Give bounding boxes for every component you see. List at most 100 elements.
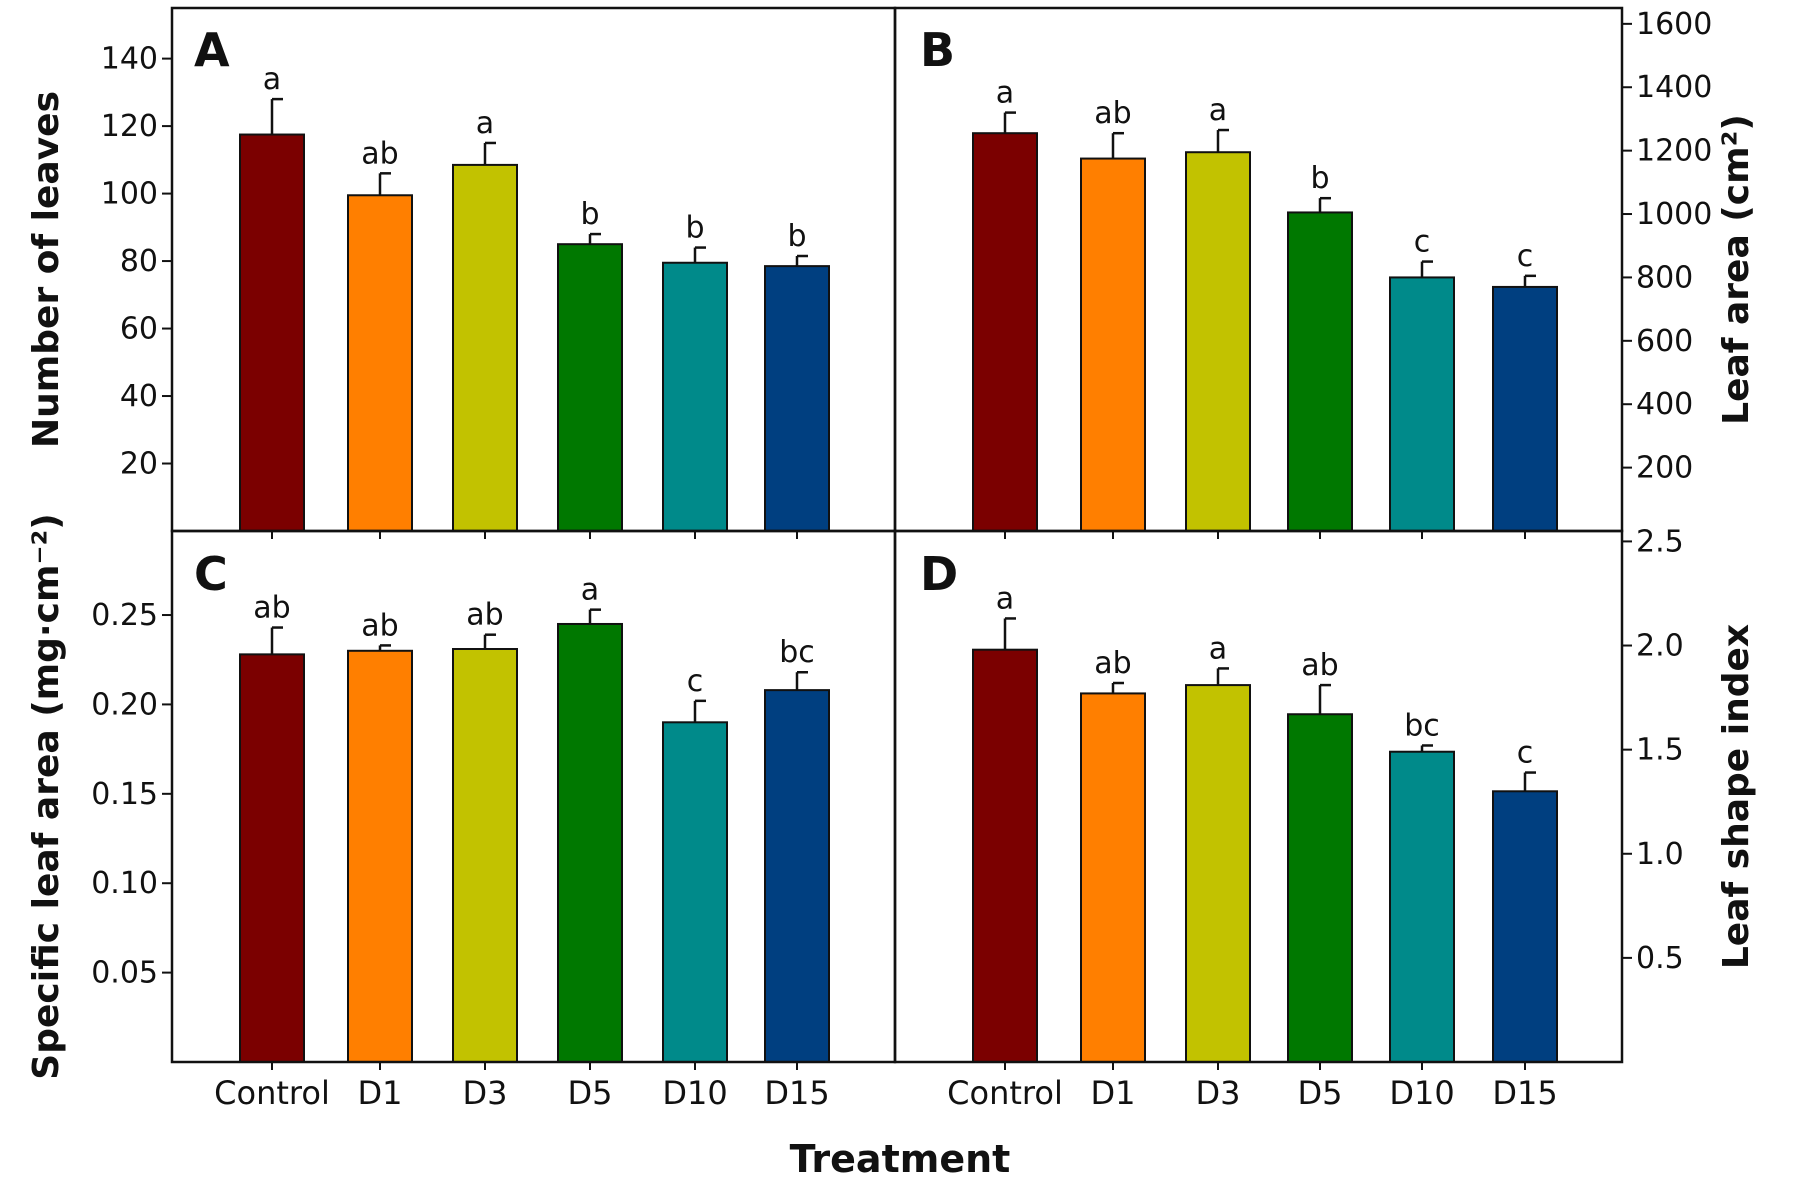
significance-label-a-d3: a [476, 106, 494, 141]
bar-d-d1 [1080, 692, 1146, 1063]
y-axis-label-c: Specific leaf area (mg·cm⁻²) [26, 513, 67, 1079]
error-bar-a-control [270, 97, 283, 135]
significance-label-d-d10: bc [1404, 708, 1440, 743]
y-tick-label-b: 1400 [1636, 70, 1712, 105]
panel-d: a ab a ab bc c Control D1 D3 D5 D10 D15 0.5 1.0 1.5 2.0… [893, 524, 1757, 1112]
bar-c-d1 [347, 649, 413, 1064]
error-bar-b-d1 [1111, 131, 1124, 159]
y-axis-label-d: Leaf shape index [1716, 624, 1757, 969]
error-bar-c-d10 [693, 699, 706, 723]
y-tick-label-d: 0.5 [1636, 941, 1684, 976]
significance-label-d-d15: c [1517, 736, 1534, 771]
significance-label-a-d10: b [685, 211, 704, 246]
significance-label-c-d10: c [687, 664, 704, 699]
error-bar-d-d1 [1111, 681, 1124, 694]
y-tick-label-b: 400 [1636, 387, 1693, 422]
y-tick-label-a: 100 [101, 177, 158, 212]
significance-label-c-d15: bc [779, 635, 815, 670]
y-axis-label-b: Leaf area (cm²) [1716, 114, 1757, 425]
bar-b-d15 [1492, 285, 1558, 532]
error-bar-d-d5 [1318, 683, 1331, 715]
panel-letter-c: C [194, 547, 228, 601]
y-tick-label-c: 0.10 [91, 866, 158, 901]
significance-label-c-d3: ab [466, 598, 503, 633]
y-tick-label-a: 40 [120, 379, 158, 414]
bar-a-d1 [347, 194, 413, 533]
y-tick-label-d: 1.5 [1636, 733, 1684, 768]
error-bar-b-d5 [1318, 196, 1331, 213]
y-tick-label-b: 1600 [1636, 7, 1712, 42]
error-bar-b-d3 [1216, 128, 1229, 153]
y-tick-label-c: 0.15 [91, 777, 158, 812]
bar-b-d5 [1287, 211, 1353, 532]
significance-label-d-d3: a [1209, 631, 1227, 666]
bar-c-d15 [764, 689, 830, 1063]
category-label-d-d1: D1 [1091, 1074, 1136, 1112]
error-bar-a-d15 [795, 254, 808, 267]
y-tick-label-b: 1000 [1636, 197, 1712, 232]
panel-letter-b: B [920, 23, 955, 77]
category-label-d-control: Control [947, 1074, 1063, 1112]
error-bar-a-d5 [588, 232, 601, 245]
bar-a-d5 [557, 243, 623, 532]
category-label-d-d10: D10 [1389, 1074, 1454, 1112]
bar-c-d5 [557, 622, 623, 1064]
category-label-d-d3: D3 [1196, 1074, 1241, 1112]
significance-label-b-d1: ab [1094, 96, 1131, 131]
category-label-d-d15: D15 [1492, 1074, 1557, 1112]
error-bar-d-d15 [1523, 771, 1536, 792]
category-label-c-control: Control [214, 1074, 330, 1112]
panel-frame-d [893, 529, 1624, 1064]
y-tick-label-b: 1200 [1636, 134, 1712, 169]
error-bar-b-d15 [1523, 274, 1536, 287]
y-tick-label-d: 2.5 [1636, 524, 1684, 559]
y-tick-label-a: 140 [101, 42, 158, 77]
bar-a-d15 [764, 265, 830, 532]
bar-d-d10 [1389, 750, 1455, 1064]
significance-label-b-d3: a [1209, 93, 1227, 128]
y-tick-label-a: 120 [101, 109, 158, 144]
bar-b-d3 [1185, 151, 1251, 532]
significance-label-c-d1: ab [361, 608, 398, 643]
significance-label-c-control: ab [253, 591, 290, 626]
error-bar-d-d3 [1216, 667, 1229, 686]
y-tick-label-c: 0.05 [91, 956, 158, 991]
significance-label-c-d5: a [581, 573, 599, 608]
error-bar-b-control [1003, 111, 1016, 134]
error-bar-d-d10 [1420, 744, 1433, 752]
significance-label-b-d5: b [1310, 161, 1329, 196]
bar-b-d10 [1389, 276, 1455, 533]
y-tick-label-a: 80 [120, 244, 158, 279]
significance-label-a-d1: ab [361, 136, 398, 171]
bar-d-d5 [1287, 713, 1353, 1063]
y-tick-label-b: 600 [1636, 324, 1693, 359]
significance-label-d-d1: ab [1094, 646, 1131, 681]
significance-label-d-control: a [996, 581, 1014, 616]
x-axis-title: Treatment [790, 1137, 1011, 1181]
error-bar-a-d10 [693, 246, 706, 263]
significance-label-a-d15: b [787, 219, 806, 254]
y-tick-label-a: 60 [120, 312, 158, 347]
significance-label-d-d5: ab [1301, 648, 1338, 683]
panel-letter-a: A [194, 23, 230, 77]
panel-letter-d: D [920, 547, 958, 601]
significance-label-b-d15: c [1517, 239, 1534, 274]
bar-c-d3 [452, 648, 518, 1063]
error-bar-b-d10 [1420, 260, 1433, 278]
bar-c-control [239, 653, 305, 1063]
y-tick-label-d: 2.0 [1636, 629, 1684, 664]
y-tick-label-c: 0.25 [91, 598, 158, 633]
significance-label-b-d10: c [1414, 225, 1431, 260]
category-label-c-d5: D5 [568, 1074, 613, 1112]
error-bar-c-d5 [588, 608, 601, 624]
panel-c: ab ab ab a c bc Control D1 D3 D5 D10 D15 0.05 0.10 0.1… [26, 513, 897, 1112]
category-label-c-d15: D15 [764, 1074, 829, 1112]
bar-c-d10 [662, 721, 728, 1063]
bar-b-control [972, 132, 1038, 532]
bar-d-d3 [1185, 684, 1251, 1063]
significance-label-a-d5: b [580, 197, 599, 232]
y-tick-label-a: 20 [120, 447, 158, 482]
category-label-c-d10: D10 [662, 1074, 727, 1112]
